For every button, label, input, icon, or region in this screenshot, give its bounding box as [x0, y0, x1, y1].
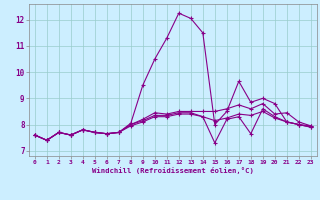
X-axis label: Windchill (Refroidissement éolien,°C): Windchill (Refroidissement éolien,°C) — [92, 167, 254, 174]
